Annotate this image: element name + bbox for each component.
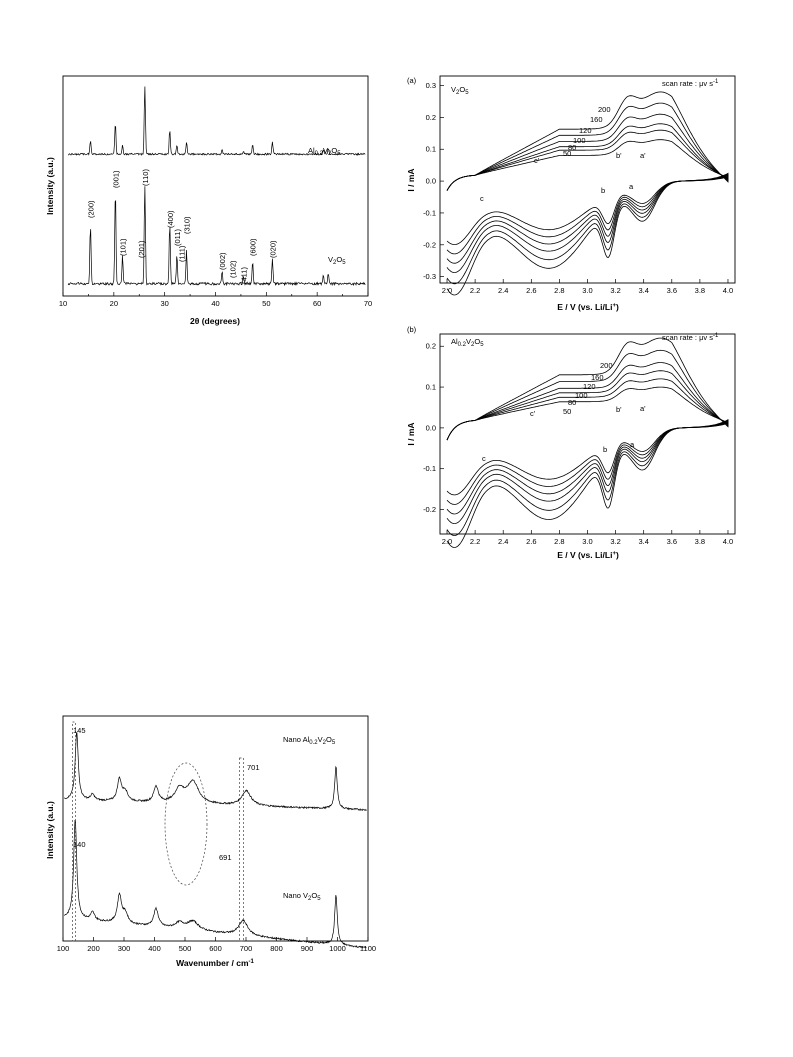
xrd-x-axis-label: 2θ (degrees)	[190, 316, 240, 326]
formula-element: V	[323, 146, 328, 155]
formula-subscript: 5	[342, 260, 346, 266]
xrd-hkl-label: (110)	[141, 169, 150, 186]
xrd-series-label-v2o5: V2O5	[328, 255, 346, 266]
xrd-trace-v2o5	[67, 186, 366, 287]
xrd-hkl-labels: (200) (001) (101) (110) (201) (400)(011)(111)…	[86, 169, 277, 284]
formula-subscript: 5	[337, 151, 341, 157]
xrd-x-tick-label: 10	[59, 299, 67, 308]
xrd-x-tick-label: 70	[364, 299, 372, 308]
xrd-hkl-label: (400)	[166, 210, 175, 228]
xrd-trace-al	[67, 86, 366, 156]
xrd-hkl-label: (200)	[86, 200, 95, 218]
xrd-hkl-label: (101)	[118, 238, 127, 256]
formula-element: Al	[308, 146, 315, 155]
xrd-x-tick-label: 40	[211, 299, 219, 308]
xrd-x-tick-label: 60	[313, 299, 321, 308]
xrd-hkl-label: (600)	[249, 238, 258, 256]
xrd-x-tick-label: 30	[160, 299, 168, 308]
formula-element: O	[336, 255, 342, 264]
xrd-x-ticks: 10 20 30 40 50 60 70	[59, 292, 372, 308]
xrd-hkl-label: (002)	[218, 252, 227, 270]
formula-element: V	[328, 255, 333, 264]
xrd-traces	[67, 86, 366, 287]
xrd-plot-frame	[62, 75, 369, 297]
formula-subscript: 0.2	[315, 151, 324, 157]
xrd-hkl-label: (201)	[137, 240, 146, 258]
xrd-hkl-label: (020)	[268, 240, 277, 258]
formula-subscript: 2	[333, 260, 337, 266]
xrd-hkl-label: (011)	[173, 229, 182, 246]
xrd-hkl-label: (411)	[239, 267, 248, 284]
xrd-hkl-label: (102)	[228, 260, 237, 278]
xrd-x-tick-label: 50	[262, 299, 270, 308]
formula-subscript: 2	[328, 151, 332, 157]
xrd-y-axis-label: Intensity (a.u.)	[45, 157, 55, 215]
xrd-series-label-al: Al0.2V2O5	[308, 146, 341, 157]
xrd-hkl-label: (001)	[111, 170, 120, 188]
formula-element: O	[331, 146, 337, 155]
xrd-x-tick-label: 20	[110, 299, 118, 308]
xrd-hkl-label: (111)	[177, 245, 186, 262]
xrd-hkl-label: (310)	[183, 216, 192, 234]
